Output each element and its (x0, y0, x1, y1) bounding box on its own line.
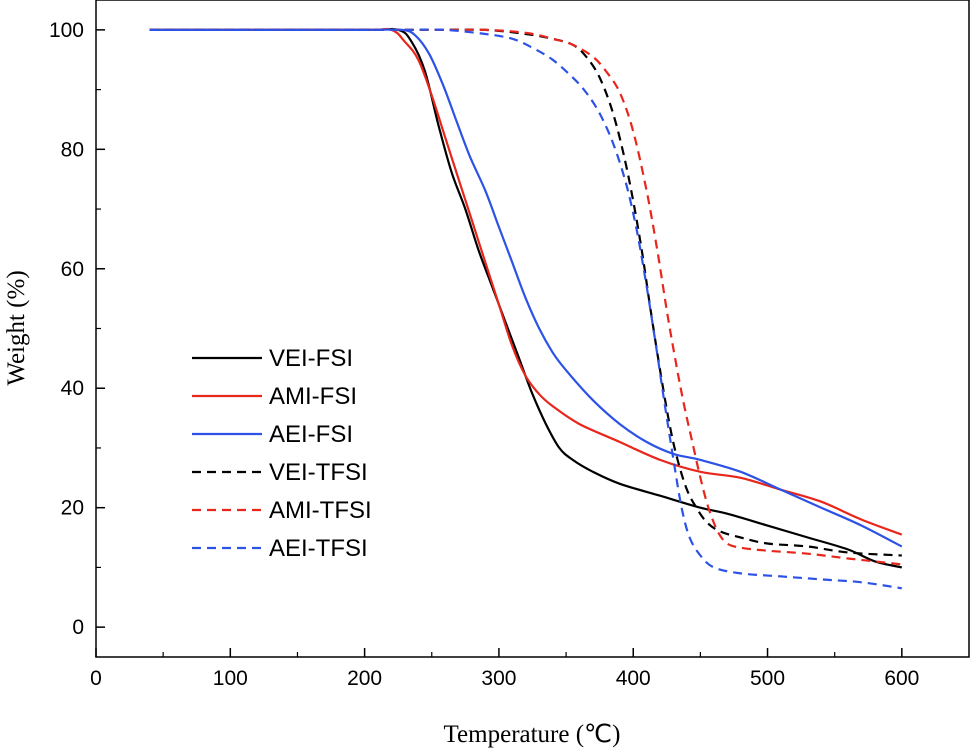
series-line-vei-fsi (149, 27, 903, 569)
y-axis-title: Weight (%) (3, 270, 30, 385)
series-line-aei-fsi (149, 28, 903, 548)
series-line-vei-tfsi (149, 28, 902, 557)
legend: VEI-FSI AMI-FSI AEI-FSI VEI-TFSI AMI-TFSI AEI… (192, 345, 372, 562)
y-tick-label: 0 (72, 616, 84, 639)
series-line-aei-tfsi (149, 28, 902, 590)
y-tick-label: 40 (61, 377, 84, 400)
x-tick-label: 400 (616, 667, 651, 690)
legend-label-ami-tfsi: AMI-TFSI (269, 497, 372, 524)
x-tick-label: 500 (750, 667, 785, 690)
x-tick-label: 300 (481, 667, 516, 690)
y-tick-label: 60 (61, 258, 84, 281)
legend-label-ami-fsi: AMI-FSI (269, 383, 357, 410)
plot-frame (95, 0, 970, 658)
legend-label-vei-tfsi: VEI-TFSI (269, 459, 368, 486)
legend-label-aei-fsi: AEI-FSI (269, 421, 353, 448)
axis-ticks: 0 100 200 300 400 500 600 0 20 40 60 80 100 (49, 19, 919, 690)
y-tick-label: 80 (61, 138, 84, 161)
series-line-ami-tfsi (149, 28, 902, 566)
x-tick-label: 600 (884, 667, 919, 690)
series-line-ami-fsi (149, 27, 903, 536)
x-tick-label: 200 (347, 667, 382, 690)
x-tick-label: 0 (90, 667, 102, 690)
legend-label-aei-tfsi: AEI-TFSI (269, 535, 368, 562)
y-tick-label: 20 (61, 497, 84, 520)
x-tick-label: 100 (213, 667, 248, 690)
series-layer (149, 27, 903, 590)
y-tick-label: 100 (49, 19, 84, 42)
legend-label-vei-fsi: VEI-FSI (269, 345, 353, 372)
x-axis-title: Temperature (℃) (444, 721, 621, 748)
